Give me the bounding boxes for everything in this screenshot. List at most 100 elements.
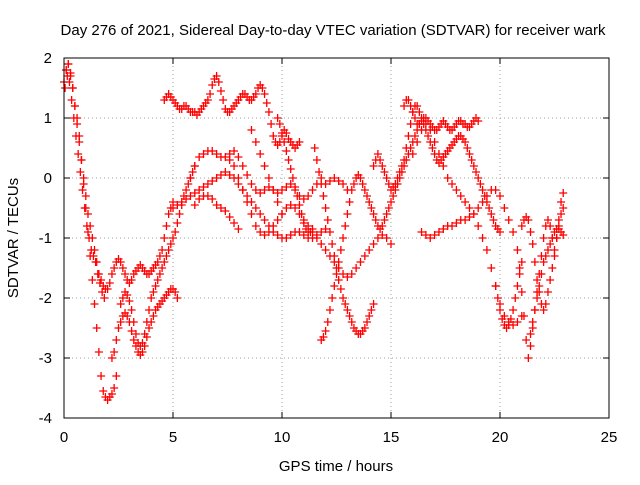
data-point-marker xyxy=(546,240,555,248)
data-point-marker xyxy=(345,198,354,206)
data-point-marker xyxy=(515,264,524,272)
data-point-marker xyxy=(153,276,162,284)
data-point-marker xyxy=(421,120,430,128)
data-point-marker xyxy=(264,183,273,191)
data-point-marker xyxy=(434,150,443,158)
data-point-marker xyxy=(315,168,324,176)
data-point-marker xyxy=(373,234,382,242)
data-point-marker xyxy=(546,222,555,230)
data-point-marker xyxy=(212,150,221,158)
data-point-marker xyxy=(147,294,156,302)
data-point-marker xyxy=(328,294,337,302)
data-point-marker xyxy=(221,153,230,161)
data-point-marker xyxy=(317,228,326,236)
data-point-marker xyxy=(365,312,374,320)
data-point-marker xyxy=(269,186,278,194)
data-point-marker xyxy=(195,153,204,161)
data-point-marker xyxy=(230,219,239,227)
data-point-marker xyxy=(293,192,302,200)
data-point-marker xyxy=(75,138,84,146)
data-point-marker xyxy=(92,324,101,332)
data-point-marker xyxy=(110,384,119,392)
data-point-marker xyxy=(308,225,317,233)
data-point-marker xyxy=(151,282,160,290)
data-point-marker xyxy=(199,150,208,158)
data-point-marker xyxy=(275,120,284,128)
data-point-marker xyxy=(376,156,385,164)
data-point-marker xyxy=(171,288,180,296)
data-point-marker xyxy=(465,150,474,158)
x-tick-labels: 0 5 10 15 20 25 xyxy=(60,429,618,446)
data-point-marker xyxy=(332,270,341,278)
data-point-marker xyxy=(443,174,452,182)
track-7 xyxy=(169,168,330,242)
data-point-marker xyxy=(369,240,378,248)
data-point-marker xyxy=(186,192,195,200)
track-6 xyxy=(160,72,304,152)
data-point-marker xyxy=(175,210,184,218)
data-point-marker xyxy=(541,252,550,260)
data-point-marker xyxy=(543,216,552,224)
y-tick-label: -2 xyxy=(39,290,52,307)
data-point-marker xyxy=(61,84,70,92)
data-point-marker xyxy=(195,186,204,194)
data-point-marker xyxy=(517,258,526,266)
data-point-marker xyxy=(83,210,92,218)
data-point-marker xyxy=(173,201,182,209)
data-point-marker xyxy=(256,150,265,158)
data-point-marker xyxy=(278,210,286,218)
data-point-marker xyxy=(493,294,502,302)
data-point-marker xyxy=(304,192,313,200)
data-point-marker xyxy=(162,222,171,230)
data-point-marker xyxy=(216,171,225,179)
data-point-marker xyxy=(251,204,260,212)
data-point-marker xyxy=(112,336,121,344)
data-point-marker xyxy=(291,204,300,212)
data-point-marker xyxy=(225,171,234,179)
data-point-marker xyxy=(478,186,487,194)
track-15 xyxy=(369,102,504,236)
data-point-marker xyxy=(312,156,321,164)
data-point-marker xyxy=(496,192,504,200)
data-point-marker xyxy=(341,222,350,230)
data-point-marker xyxy=(496,228,504,236)
data-point-marker xyxy=(80,204,89,212)
data-point-marker xyxy=(123,291,132,299)
data-point-marker xyxy=(68,84,77,92)
data-point-marker xyxy=(69,114,78,122)
x-tick-label: 10 xyxy=(274,429,291,446)
data-point-marker xyxy=(190,189,199,197)
data-point-marker xyxy=(330,282,339,290)
data-point-marker xyxy=(541,300,550,308)
data-point-marker xyxy=(190,201,199,209)
y-tick-label: 1 xyxy=(44,110,52,127)
data-point-marker xyxy=(110,348,119,356)
data-point-marker xyxy=(369,300,378,308)
data-point-marker xyxy=(127,276,136,284)
data-point-marker xyxy=(478,198,487,206)
data-point-marker xyxy=(452,186,461,194)
data-point-marker xyxy=(89,252,98,260)
data-point-marker xyxy=(474,222,483,230)
data-point-marker xyxy=(539,234,548,242)
data-point-marker xyxy=(74,150,83,158)
x-tick-label: 25 xyxy=(601,429,618,446)
data-point-marker xyxy=(256,228,265,236)
data-point-marker xyxy=(323,318,332,326)
track-3 xyxy=(62,60,177,293)
track-12 xyxy=(273,114,317,236)
data-point-marker xyxy=(513,318,522,326)
track-5 xyxy=(116,162,199,350)
data-point-marker xyxy=(260,186,269,194)
data-point-marker xyxy=(234,174,243,182)
data-point-marker xyxy=(256,189,265,197)
data-point-marker xyxy=(417,126,426,134)
data-point-marker xyxy=(155,270,164,278)
data-point-marker xyxy=(469,162,478,170)
data-point-marker xyxy=(321,327,330,335)
data-point-marker xyxy=(280,138,289,146)
data-point-marker xyxy=(474,204,483,212)
data-point-marker xyxy=(321,204,330,212)
data-point-marker xyxy=(212,201,221,209)
data-point-marker xyxy=(543,288,552,296)
